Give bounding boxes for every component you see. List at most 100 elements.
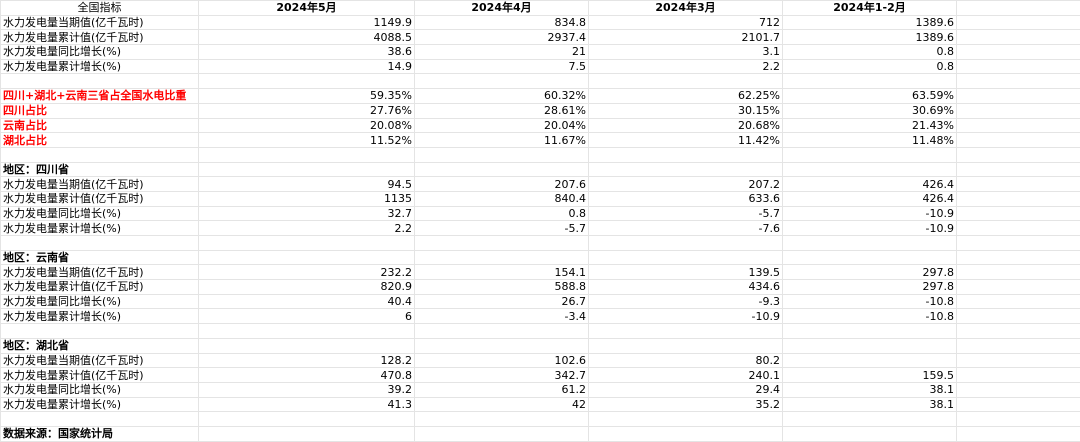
value-cell[interactable]: 2.2 [199,221,415,236]
row-label-cell[interactable]: 水力发电量累计增长(%) [1,59,199,74]
value-cell[interactable]: -10.9 [783,221,957,236]
value-cell[interactable]: 139.5 [589,265,783,280]
value-cell[interactable]: 1389.6 [783,15,957,30]
empty-cell[interactable] [957,265,1080,280]
value-cell[interactable] [415,162,589,177]
value-cell[interactable]: 11.48% [783,133,957,148]
section-label-cell[interactable]: 数据来源：国家统计局 [1,426,199,441]
value-cell[interactable] [199,412,415,427]
value-cell[interactable]: 232.2 [199,265,415,280]
value-cell[interactable]: 1149.9 [199,15,415,30]
row-label-cell[interactable] [1,412,199,427]
row-label-cell[interactable]: 湖北占比 [1,133,199,148]
value-cell[interactable]: 834.8 [415,15,589,30]
value-cell[interactable]: 588.8 [415,280,589,295]
value-cell[interactable] [589,338,783,353]
value-cell[interactable] [415,250,589,265]
row-label-cell[interactable]: 水力发电量当期值(亿千瓦时) [1,15,199,30]
value-cell[interactable] [199,74,415,89]
value-cell[interactable]: 27.76% [199,103,415,118]
value-cell[interactable] [415,236,589,251]
value-cell[interactable]: 102.6 [415,353,589,368]
value-cell[interactable]: 1389.6 [783,30,957,45]
value-cell[interactable]: 240.1 [589,368,783,383]
value-cell[interactable] [589,147,783,162]
value-cell[interactable]: -3.4 [415,309,589,324]
empty-cell[interactable] [957,15,1080,30]
row-label-cell[interactable] [1,147,199,162]
empty-cell[interactable] [957,118,1080,133]
row-label-cell[interactable]: 云南占比 [1,118,199,133]
value-cell[interactable]: 32.7 [199,206,415,221]
value-cell[interactable]: 11.67% [415,133,589,148]
value-cell[interactable]: 41.3 [199,397,415,412]
empty-cell[interactable] [957,397,1080,412]
value-cell[interactable]: 633.6 [589,191,783,206]
value-cell[interactable]: -10.9 [783,206,957,221]
empty-cell[interactable] [957,89,1080,104]
empty-cell[interactable] [957,59,1080,74]
value-cell[interactable] [783,412,957,427]
value-cell[interactable]: 30.15% [589,103,783,118]
value-cell[interactable]: 297.8 [783,280,957,295]
value-cell[interactable]: 38.1 [783,382,957,397]
value-cell[interactable]: 434.6 [589,280,783,295]
value-cell[interactable]: 820.9 [199,280,415,295]
value-cell[interactable] [199,147,415,162]
value-cell[interactable]: 7.5 [415,59,589,74]
value-cell[interactable] [415,147,589,162]
value-cell[interactable]: 30.69% [783,103,957,118]
value-cell[interactable]: 38.6 [199,45,415,60]
value-cell[interactable] [589,162,783,177]
value-cell[interactable]: 62.25% [589,89,783,104]
value-cell[interactable]: 342.7 [415,368,589,383]
empty-cell[interactable] [957,324,1080,339]
value-cell[interactable]: 42 [415,397,589,412]
value-cell[interactable]: 0.8 [783,45,957,60]
value-cell[interactable] [589,250,783,265]
value-cell[interactable]: 94.5 [199,177,415,192]
value-cell[interactable]: 1135 [199,191,415,206]
empty-cell[interactable] [957,250,1080,265]
value-cell[interactable] [199,236,415,251]
empty-cell[interactable] [957,1,1080,16]
row-label-cell[interactable]: 水力发电量累计增长(%) [1,309,199,324]
value-cell[interactable]: 29.4 [589,382,783,397]
value-cell[interactable] [783,426,957,441]
value-cell[interactable] [415,412,589,427]
value-cell[interactable]: 14.9 [199,59,415,74]
value-cell[interactable]: 35.2 [589,397,783,412]
value-cell[interactable]: 6 [199,309,415,324]
value-cell[interactable]: 40.4 [199,294,415,309]
value-cell[interactable] [415,338,589,353]
row-label-cell[interactable]: 水力发电量累计增长(%) [1,397,199,412]
value-cell[interactable]: 0.8 [783,59,957,74]
value-cell[interactable]: 38.1 [783,397,957,412]
row-label-cell[interactable]: 水力发电量累计值(亿千瓦时) [1,280,199,295]
row-label-cell[interactable]: 水力发电量同比增长(%) [1,294,199,309]
empty-cell[interactable] [957,133,1080,148]
value-cell[interactable]: 426.4 [783,177,957,192]
empty-cell[interactable] [957,206,1080,221]
header-cell-indicator[interactable]: 全国指标 [1,1,199,16]
empty-cell[interactable] [957,338,1080,353]
row-label-cell[interactable]: 水力发电量累计值(亿千瓦时) [1,368,199,383]
row-label-cell[interactable]: 水力发电量同比增长(%) [1,382,199,397]
value-cell[interactable] [589,74,783,89]
value-cell[interactable] [783,147,957,162]
value-cell[interactable]: 470.8 [199,368,415,383]
header-cell-march[interactable]: 2024年3月 [589,1,783,16]
header-cell-jan-feb[interactable]: 2024年1-2月 [783,1,957,16]
empty-cell[interactable] [957,412,1080,427]
empty-cell[interactable] [957,103,1080,118]
value-cell[interactable]: 426.4 [783,191,957,206]
value-cell[interactable] [199,324,415,339]
value-cell[interactable] [589,324,783,339]
value-cell[interactable]: 26.7 [415,294,589,309]
value-cell[interactable]: 297.8 [783,265,957,280]
value-cell[interactable] [783,74,957,89]
value-cell[interactable] [199,162,415,177]
row-label-cell[interactable]: 四川+湖北+云南三省占全国水电比重 [1,89,199,104]
empty-cell[interactable] [957,236,1080,251]
value-cell[interactable]: -5.7 [415,221,589,236]
